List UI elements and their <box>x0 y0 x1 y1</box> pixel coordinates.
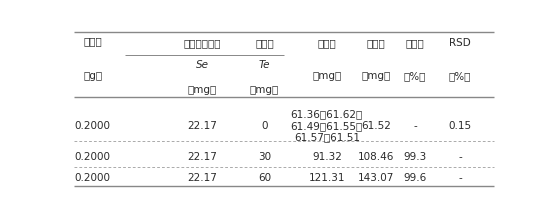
Text: 0: 0 <box>261 121 268 131</box>
Text: （%）: （%） <box>404 71 426 81</box>
Text: 回收率: 回收率 <box>406 38 424 48</box>
Text: -: - <box>458 152 462 162</box>
Text: （g）: （g） <box>83 71 102 81</box>
Text: Te: Te <box>259 60 270 70</box>
Text: 加标量: 加标量 <box>255 38 274 48</box>
Text: -: - <box>458 173 462 183</box>
Text: （%）: （%） <box>449 71 471 81</box>
Text: 108.46: 108.46 <box>358 152 394 162</box>
Text: 121.31: 121.31 <box>309 173 345 183</box>
Text: 称样量: 称样量 <box>84 37 102 47</box>
Text: （mg）: （mg） <box>312 71 341 81</box>
Text: 61.36、61.62、
61.49、61.55、
61.57、61.51: 61.36、61.62、 61.49、61.55、 61.57、61.51 <box>291 110 363 143</box>
Text: 99.3: 99.3 <box>403 152 427 162</box>
Text: （mg）: （mg） <box>250 85 279 95</box>
Text: 22.17: 22.17 <box>187 121 217 131</box>
Text: 杂质元素含量: 杂质元素含量 <box>183 38 221 48</box>
Text: 91.32: 91.32 <box>312 152 342 162</box>
Text: 0.15: 0.15 <box>448 121 471 131</box>
Text: Se: Se <box>196 60 209 70</box>
Text: RSD: RSD <box>449 38 471 48</box>
Text: 22.17: 22.17 <box>187 173 217 183</box>
Text: （mg）: （mg） <box>188 85 217 95</box>
Text: 22.17: 22.17 <box>187 152 217 162</box>
Text: 61.52: 61.52 <box>361 121 391 131</box>
Text: （mg）: （mg） <box>362 71 391 81</box>
Text: 99.6: 99.6 <box>403 173 427 183</box>
Text: 平均值: 平均值 <box>367 38 386 48</box>
Text: 60: 60 <box>258 173 271 183</box>
Text: 0.2000: 0.2000 <box>75 152 111 162</box>
Text: 0.2000: 0.2000 <box>75 173 111 183</box>
Text: 30: 30 <box>258 152 271 162</box>
Text: -: - <box>413 121 417 131</box>
Text: 测定值: 测定值 <box>317 38 336 48</box>
Text: 0.2000: 0.2000 <box>75 121 111 131</box>
Text: 143.07: 143.07 <box>358 173 394 183</box>
